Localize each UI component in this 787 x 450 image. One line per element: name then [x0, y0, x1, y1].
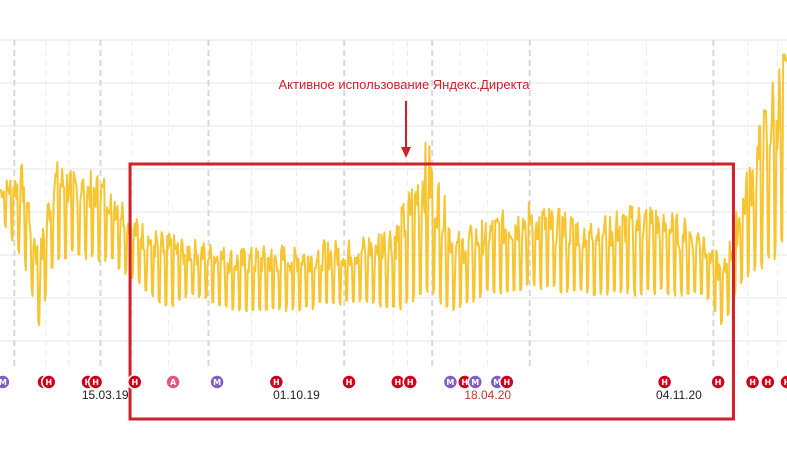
- event-marker-circle: [499, 374, 515, 390]
- x-tick-label: 04.11.20: [656, 388, 702, 402]
- event-marker-letter: Н: [784, 378, 787, 387]
- event-marker-circle: [710, 374, 726, 390]
- event-marker-circle: [268, 374, 285, 390]
- event-marker-circle: [209, 374, 225, 390]
- event-marker-letter: Н: [346, 378, 353, 387]
- event-marker-letter: М: [471, 378, 479, 387]
- x-tick-label: 18.04.20: [464, 388, 511, 402]
- event-marker-circle: [87, 374, 104, 390]
- event-markers: МНННННАМННННМНММНННННН: [0, 374, 787, 390]
- event-marker-circle: [0, 374, 11, 390]
- event-marker-circle: [127, 374, 143, 390]
- event-marker-letter: М: [213, 378, 221, 387]
- event-marker-letter: Н: [749, 378, 756, 387]
- event-marker-circle: [41, 374, 57, 390]
- x-tick-label: 01.10.19: [273, 388, 320, 402]
- event-marker-circle: [744, 374, 761, 390]
- event-marker-letter: Н: [661, 378, 668, 387]
- event-marker-circle: [656, 374, 673, 390]
- event-marker-letter: Н: [461, 378, 468, 387]
- event-marker-circle: [402, 374, 418, 390]
- event-marker-letter: Н: [765, 378, 772, 387]
- event-marker-circle: [467, 374, 484, 390]
- event-marker-circle: [165, 374, 181, 390]
- annotation-group: Активное использование Яндекс.Директа: [128, 77, 735, 421]
- event-marker-letter: Н: [407, 378, 414, 387]
- event-marker-letter: Н: [131, 378, 138, 387]
- event-marker-letter: Н: [503, 378, 510, 387]
- event-marker-circle: [341, 374, 357, 390]
- event-marker-letter: М: [493, 378, 501, 387]
- x-axis-ticks: 15.03.19 01.10.19 18.04.20 04.11.20: [82, 388, 702, 402]
- event-marker-letter: Н: [273, 378, 280, 387]
- event-marker-circle: [760, 374, 776, 390]
- event-marker-letter: М: [0, 378, 7, 387]
- event-marker-letter: М: [446, 378, 454, 387]
- annotation-label: Активное использование Яндекс.Директа: [278, 77, 530, 92]
- annotation-arrow-head: [401, 147, 411, 158]
- event-marker-letter: Н: [45, 378, 52, 387]
- event-marker-letter: Н: [92, 378, 99, 387]
- event-marker-letter: Н: [394, 378, 401, 387]
- x-tick-label: 15.03.19: [82, 388, 129, 402]
- active-period-box: [128, 162, 735, 421]
- event-marker-circle: [779, 374, 787, 390]
- event-marker-letter: А: [170, 378, 177, 387]
- event-marker-letter: Н: [715, 378, 722, 387]
